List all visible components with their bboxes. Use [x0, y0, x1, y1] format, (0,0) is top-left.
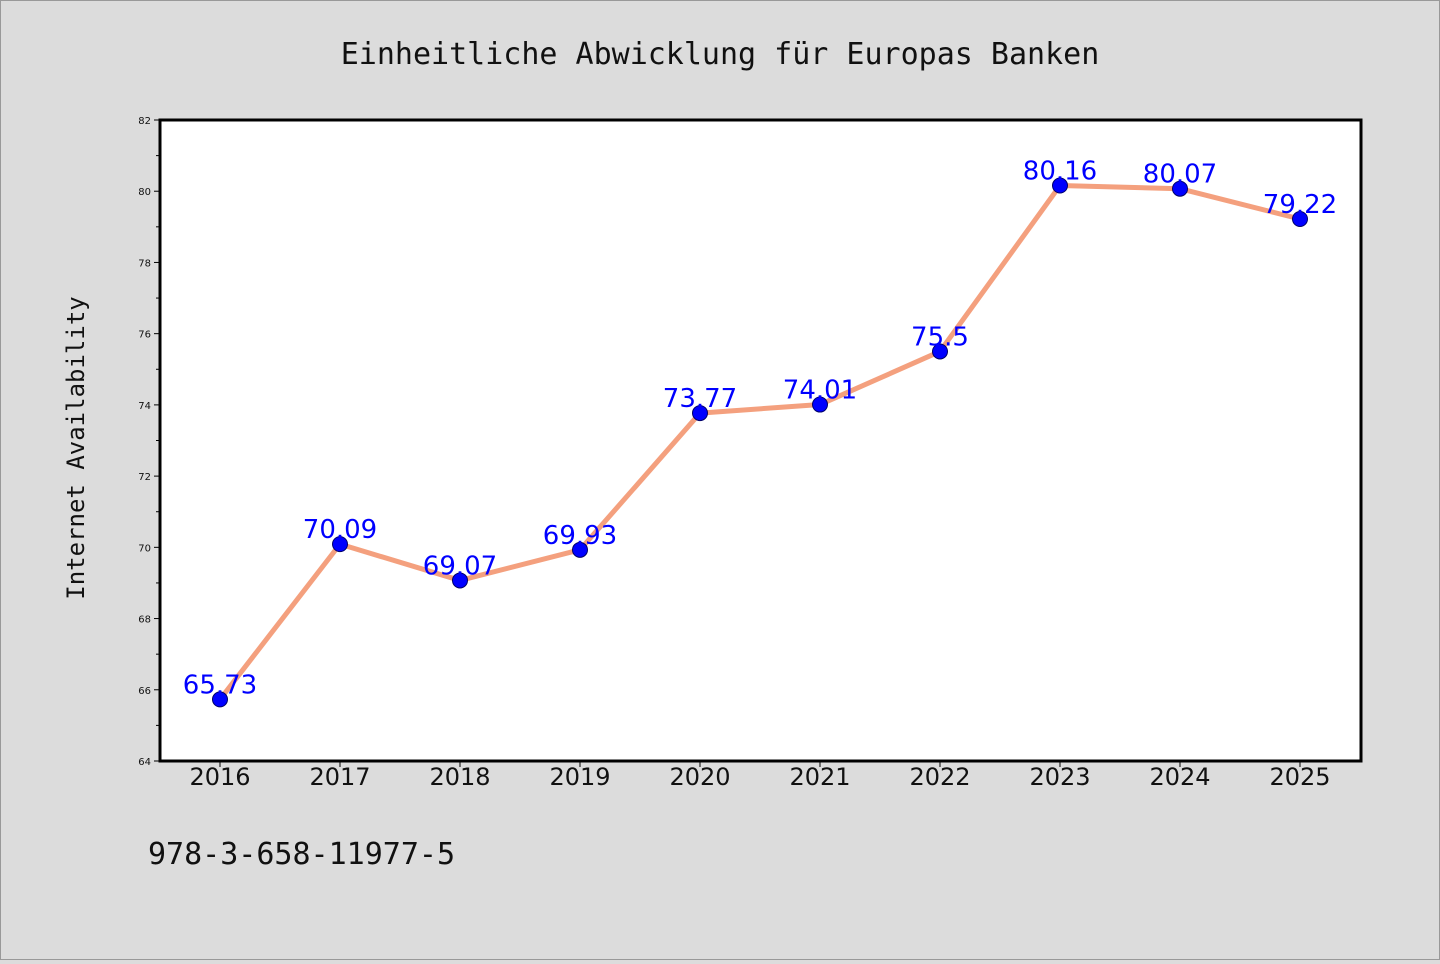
data-label: 70.09: [303, 515, 377, 545]
y-tick-label: 64: [138, 757, 151, 768]
x-tick-label: 2017: [309, 763, 370, 791]
y-tick-label: 70: [138, 543, 151, 554]
axes: 64 66 68 70 72 74 76 78 80 82 2016 2017 2018 2019 2020…: [138, 116, 1330, 791]
x-tick-label: 2018: [429, 763, 490, 791]
data-label: 79.22: [1263, 190, 1337, 220]
data-label: 74.01: [783, 376, 857, 406]
x-tick-label: 2019: [549, 763, 610, 791]
y-tick-label: 72: [138, 472, 151, 483]
data-label: 73.77: [663, 384, 737, 414]
data-label: 69.07: [423, 551, 497, 581]
y-tick-label: 68: [138, 615, 151, 626]
x-tick-label: 2022: [909, 763, 970, 791]
data-point: [1172, 180, 1188, 197]
data-point: [572, 541, 588, 558]
data-point: [812, 396, 828, 413]
data-point: [692, 405, 708, 422]
x-tick-label: 2020: [669, 763, 730, 791]
data-point: [932, 343, 948, 360]
y-tick-label: 76: [138, 330, 151, 341]
data-point: [212, 691, 228, 708]
series-layer: 65.73 70.09 69.07 69.93 73.77 74.01 75.5 80.16 8…: [183, 157, 1337, 708]
y-tick-label: 82: [138, 116, 151, 127]
data-point: [452, 572, 468, 589]
y-tick-label: 80: [138, 187, 151, 198]
data-point: [332, 536, 348, 553]
data-label: 75.5: [911, 322, 969, 352]
y-tick-label: 78: [138, 258, 151, 269]
isbn-text: 978-3-658-11977-5: [148, 837, 455, 872]
data-label: 80.07: [1143, 160, 1217, 190]
data-point: [1292, 210, 1308, 227]
plot-frame: [158, 118, 1363, 763]
series-line: [217, 183, 1303, 702]
data-label: 69.93: [543, 521, 617, 551]
y-axis-label: Internet Availability: [62, 296, 90, 599]
y-tick-label: 66: [138, 686, 151, 697]
plot-area: [160, 120, 1361, 761]
x-tick-label: 2021: [789, 763, 850, 791]
data-point: [1052, 177, 1068, 194]
data-label: 65.73: [183, 670, 257, 700]
x-tick-label: 2016: [189, 763, 250, 791]
x-tick-label: 2025: [1269, 763, 1330, 791]
x-tick-label: 2023: [1029, 763, 1090, 791]
data-label: 80.16: [1023, 157, 1097, 187]
chart-title: Einheitliche Abwicklung für Europas Bank…: [341, 37, 1100, 72]
x-tick-label: 2024: [1149, 763, 1210, 791]
y-tick-label: 74: [138, 401, 151, 412]
